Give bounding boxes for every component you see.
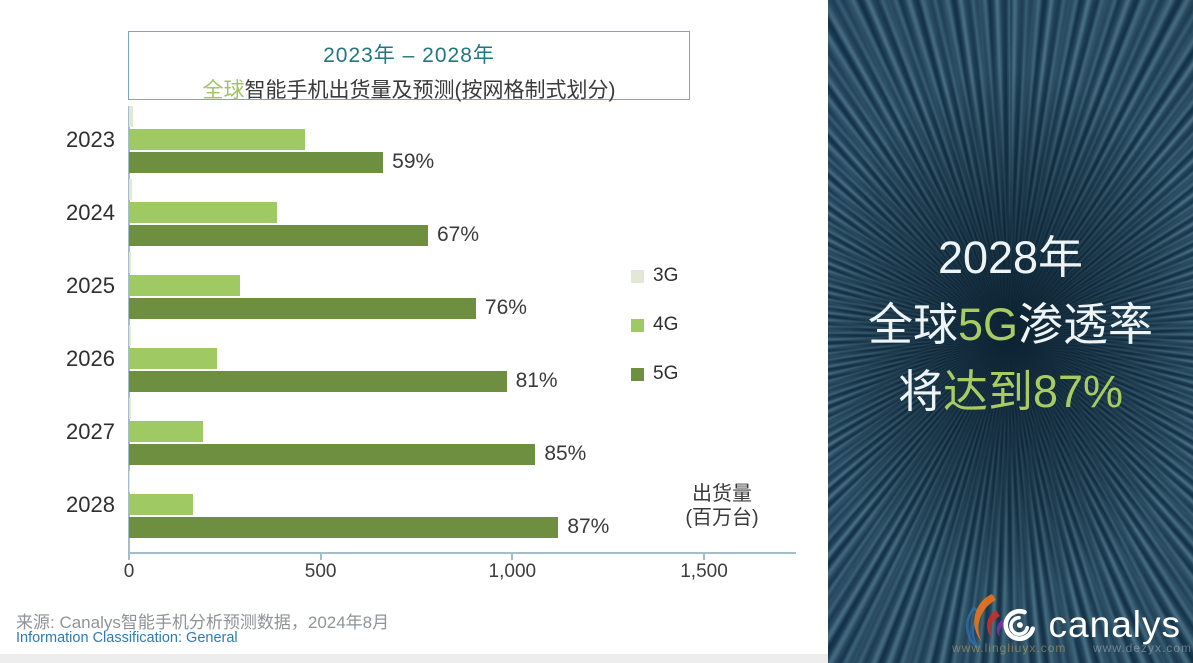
bar-group-2028: 87% [129,471,809,538]
legend-item-5g: 5G [631,363,678,385]
bar-3g-2023 [129,106,133,127]
bar-value-label-2027: 85% [544,442,587,465]
bar-4g-2023 [129,129,306,150]
chart-row-2026: 2026 81% [66,325,809,392]
panel-line2-accent: 5G [957,299,1019,350]
unit-label-line2: (百万台) [685,507,759,529]
bar-3g-2025 [129,252,132,273]
legend-swatch-4g [631,318,644,332]
x-tick-1000 [511,554,514,560]
bar-value-label-2026: 81% [515,369,558,392]
legend-item-3g: 3G [631,265,678,287]
chart-row-2025: 2025 76% [66,252,809,319]
bar-3g-2028 [129,471,131,492]
bar-3g-2024 [129,179,133,200]
bar-chart-plot-area: 2023 59% 2024 67% 2025 76% 2026 81% 2027 85% 2028 8… [66,106,809,553]
bar-value-label-2025: 76% [484,296,527,319]
bar-4g-2026 [129,348,218,369]
bar-3g-2027 [129,398,131,419]
x-tick-label-1000: 1,000 [488,561,537,582]
bar-value-label-2023: 59% [392,150,435,173]
watermark-url-1: www.lingliuyx.com [952,641,1067,655]
panel-line-value: 将达到87% [828,358,1193,425]
bar-group-2024: 67% [129,179,809,246]
chart-title-years: 2023年 – 2028年 [323,44,495,67]
panel-headline: 2028年 全球5G渗透率 将达到87% [828,224,1193,425]
panel-line2-pre: 全球 [867,299,958,350]
canalys-logo: canalys [997,603,1181,647]
bar-5g-2028: 87% [129,515,609,538]
panel-line-year: 2028年 [937,232,1084,283]
category-label-2025: 2025 [66,272,115,298]
bar-value-label-2028: 87% [567,515,610,538]
chart-row-2028: 2028 87% [66,471,809,538]
bar-4g-2027 [129,421,203,442]
canalys-logo-icon [1003,608,1035,642]
bar-4g-2024 [129,202,277,223]
bar-group-2025: 76% [129,252,809,319]
watermark-phoenix-logo-icon [966,594,1006,649]
legend-label-3g: 3G [653,265,679,286]
bar-5g-2023: 59% [129,150,434,173]
legend-label-4g: 4G [653,314,679,335]
x-tick-label-1500: 1,500 [680,561,728,582]
watermark-url-2: www.dezyx.com [1093,641,1193,655]
x-tick-500 [319,554,322,560]
x-axis-line [128,552,796,554]
chart-row-2027: 2027 85% [66,398,809,465]
panel-line2-post: 渗透率 [1018,299,1154,350]
chart-title-accent: 全球 [202,79,245,102]
x-tick-label-0: 0 [123,561,135,582]
bar-4g-2028 [129,494,193,515]
bottom-watermark-strip [0,654,828,663]
value-axis-unit-label: 出货量 (百万台) [672,482,772,530]
category-label-2027: 2027 [66,418,115,444]
panel-line3-pre: 将 [897,366,943,417]
chart-row-2023: 2023 59% [66,106,809,173]
bar-5g-2027: 85% [129,442,586,465]
chart-legend: 3G 4G 5G [631,265,678,412]
category-label-2024: 2024 [66,199,115,225]
bar-group-2026: 81% [129,325,809,392]
category-label-2026: 2026 [66,345,115,371]
bar-5g-2025: 76% [129,296,527,319]
panel-line3-accent: 达到87% [942,366,1124,417]
x-tick-1500 [703,554,705,560]
information-classification: Information Classification: General [16,630,238,646]
bar-group-2027: 85% [129,398,809,465]
legend-item-4g: 4G [631,314,678,336]
bar-5g-2024: 67% [129,223,479,246]
legend-swatch-5g [631,367,644,381]
chart-title-main: 全球智能手机出货量及预测(按网格制式划分) [129,74,689,104]
bar-value-label-2024: 67% [437,223,480,246]
x-tick-0 [128,554,130,560]
canalys-logo-text: canalys [1048,604,1181,645]
unit-label-line1: 出货量 [692,483,752,505]
bar-5g-2026: 81% [129,369,558,392]
source-attribution: 来源: Canalys智能手机分析预测数据，2024年8月 [16,613,390,632]
category-label-2023: 2023 [66,126,115,152]
category-label-2028: 2028 [66,491,115,517]
chart-title-box: 2023年 – 2028年 全球智能手机出货量及预测(按网格制式划分) [128,31,690,102]
legend-swatch-3g [631,269,644,283]
highlight-panel: 2028年 全球5G渗透率 将达到87% [828,0,1193,663]
chart-row-2024: 2024 67% [66,179,809,246]
bar-4g-2025 [129,275,241,296]
legend-label-5g: 5G [653,363,679,384]
bar-3g-2026 [129,325,131,346]
bar-group-2023: 59% [129,106,809,173]
panel-line-penetration: 全球5G渗透率 [828,291,1193,358]
x-tick-label-500: 500 [304,561,337,582]
chart-title-rest: 智能手机出货量及预测(按网格制式划分) [244,79,616,102]
